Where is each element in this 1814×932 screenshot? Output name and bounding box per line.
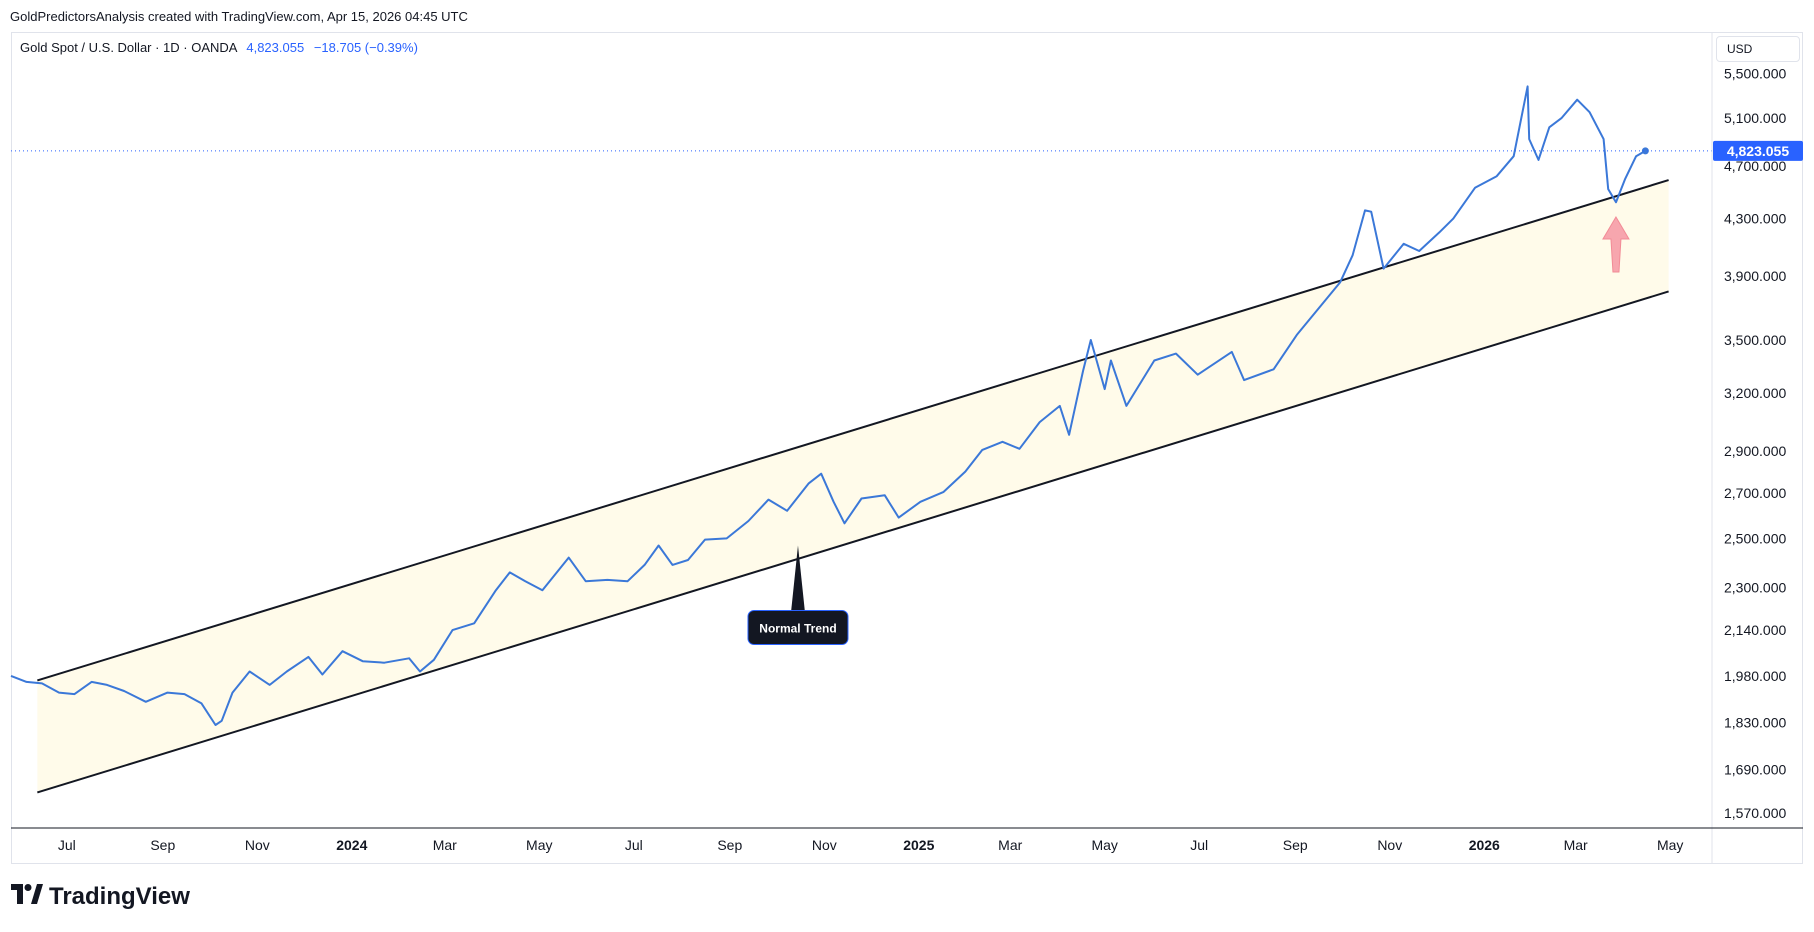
x-tick-label: 2026 xyxy=(1469,837,1500,853)
x-tick-label: Mar xyxy=(433,837,457,853)
tradingview-logo-icon xyxy=(11,884,43,910)
up-arrow-icon xyxy=(1602,216,1630,273)
x-tick-label: Nov xyxy=(812,837,837,853)
x-tick-label: Nov xyxy=(1377,837,1402,853)
y-tick-label: 3,500.000 xyxy=(1724,332,1786,348)
x-tick-label: Sep xyxy=(1283,837,1308,853)
price-series-line[interactable] xyxy=(10,85,1646,726)
y-tick-label: 2,700.000 xyxy=(1724,485,1786,501)
callout-box[interactable] xyxy=(747,610,849,646)
last-price-tag[interactable] xyxy=(1713,140,1803,161)
annotation-layer: Normal Trend xyxy=(747,216,1630,646)
series-layer: 4,823.055 xyxy=(10,85,1803,726)
x-tick-label: Sep xyxy=(150,837,175,853)
x-tick-label: Mar xyxy=(1564,837,1588,853)
x-tick-label: 2024 xyxy=(336,837,367,853)
y-tick-label: 5,100.000 xyxy=(1724,110,1786,126)
channel-lower-line[interactable] xyxy=(37,290,1669,794)
tradingview-branding[interactable]: TradingView xyxy=(11,883,190,911)
legend-price: 4,823.055 xyxy=(246,40,305,55)
y-tick-label: 1,570.000 xyxy=(1724,805,1786,821)
y-tick-label: 3,900.000 xyxy=(1724,268,1786,284)
x-tick-label: May xyxy=(526,837,552,853)
callout-pointer xyxy=(790,545,805,613)
last-price-tag-label: 4,823.055 xyxy=(1727,143,1789,159)
currency-button[interactable]: USD xyxy=(1716,36,1800,62)
y-tick-label: 4,700.000 xyxy=(1724,158,1786,174)
x-tick-label: May xyxy=(1091,837,1117,853)
attribution-text: GoldPredictorsAnalysis created with Trad… xyxy=(10,9,468,24)
y-tick-label: 2,900.000 xyxy=(1724,443,1786,459)
last-price-point xyxy=(1641,147,1649,155)
y-tick-label: 2,140.000 xyxy=(1724,622,1786,638)
x-tick-label: Mar xyxy=(998,837,1022,853)
x-tick-label: May xyxy=(1657,837,1683,853)
y-tick-label: 4,300.000 xyxy=(1724,211,1786,227)
x-tick-label: Jul xyxy=(1190,837,1208,853)
legend-change: −18.705 (−0.39%) xyxy=(313,40,418,55)
channel-upper-line[interactable] xyxy=(37,179,1669,682)
chart-frame xyxy=(11,32,1803,864)
x-tick-label: 2025 xyxy=(903,837,934,853)
y-tick-label: 1,690.000 xyxy=(1724,761,1786,777)
y-tick-label: 1,980.000 xyxy=(1724,668,1786,684)
channel-layer xyxy=(37,179,1669,794)
callout-label: Normal Trend xyxy=(759,622,836,636)
x-tick-label: Jul xyxy=(625,837,643,853)
x-tick-label: Nov xyxy=(245,837,270,853)
x-tick-label: Jul xyxy=(58,837,76,853)
y-tick-label: 1,830.000 xyxy=(1724,714,1786,730)
y-tick-label: 2,300.000 xyxy=(1724,580,1786,596)
symbol-legend[interactable]: Gold Spot / U.S. Dollar · 1D · OANDA 4,8… xyxy=(20,40,418,55)
axis-layer: 5,500.000 5,100.000 4,700.000 4,300.000 3,90… xyxy=(11,32,1803,864)
y-tick-label: 3,200.000 xyxy=(1724,385,1786,401)
x-tick-label: Sep xyxy=(717,837,742,853)
y-tick-label: 2,500.000 xyxy=(1724,530,1786,546)
channel-fill xyxy=(37,180,1669,793)
tradingview-wordmark: TradingView xyxy=(49,883,190,910)
symbol-title: Gold Spot / U.S. Dollar · 1D · OANDA xyxy=(20,40,237,55)
y-tick-label: 5,500.000 xyxy=(1724,65,1786,81)
